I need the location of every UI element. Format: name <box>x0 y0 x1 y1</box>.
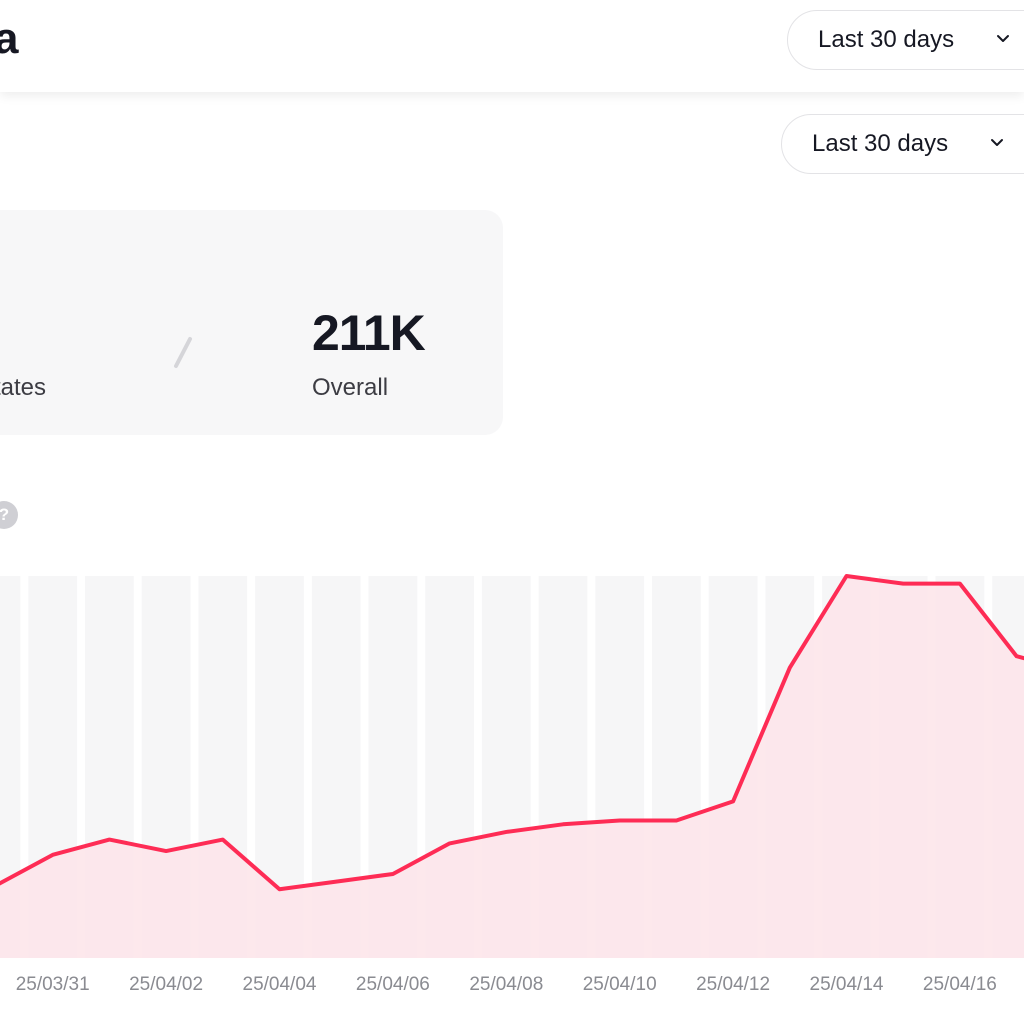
question-circle-icon[interactable]: ? <box>0 501 18 529</box>
line-chart: 25/03/31 25/04/02 25/04/04 25/04/06 25/04/08… <box>0 574 1024 995</box>
stat-overall-label: Overall <box>312 374 389 401</box>
x-tick-label: 25/04/14 <box>810 974 884 995</box>
x-tick-label: 25/04/08 <box>469 974 543 995</box>
stat-left-label: tates <box>0 374 47 401</box>
chart-series-line <box>0 574 1024 892</box>
date-range-select[interactable]: Last 30 days <box>787 10 1024 70</box>
x-tick-label: 25/04/04 <box>243 974 317 995</box>
x-tick-label: 25/04/10 <box>583 974 657 995</box>
x-axis-ticks: 25/03/31 25/04/02 25/04/04 25/04/06 25/04/08… <box>16 974 997 995</box>
chevron-down-icon <box>994 26 1012 54</box>
stat-overall-value: 211K <box>312 305 426 361</box>
stat-divider <box>174 337 192 368</box>
x-tick-label: 25/04/12 <box>696 974 770 995</box>
x-tick-label: 25/04/06 <box>356 974 430 995</box>
stats-card <box>0 210 503 435</box>
date-range-select-value: Last 30 days <box>818 26 955 53</box>
page-title: a <box>0 14 19 63</box>
x-tick-label: 25/03/31 <box>16 974 90 995</box>
section-date-range-select[interactable]: Last 30 days <box>781 114 1024 174</box>
section-date-range-select-value: Last 30 days <box>812 130 949 157</box>
chart-area-fill <box>0 576 1024 958</box>
x-tick-label: 25/04/02 <box>129 974 203 995</box>
top-header: a Last 30 days <box>0 0 1024 92</box>
chart-points <box>52 575 1017 890</box>
chart-band <box>0 576 21 958</box>
x-tick-label: 25/04/16 <box>923 974 997 995</box>
chevron-down-icon <box>988 130 1006 158</box>
